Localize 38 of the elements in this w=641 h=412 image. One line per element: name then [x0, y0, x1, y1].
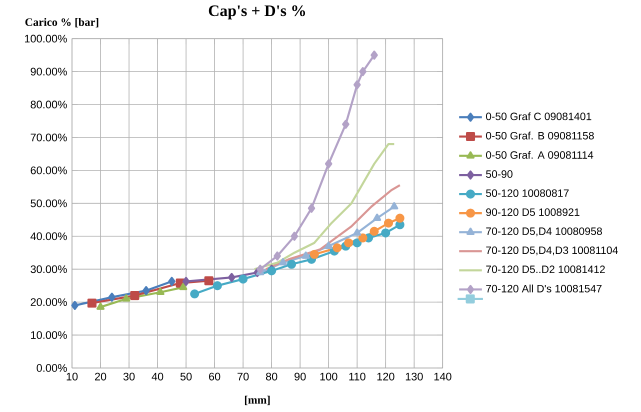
y-tick-label: 100.00%: [24, 34, 67, 43]
x-tick-label: 120: [377, 372, 394, 380]
x-tick-label: 70: [238, 372, 249, 380]
legend-label: 0-50 Graf. A 09081114: [486, 150, 594, 159]
x-tick-label: 30: [123, 372, 135, 380]
y-axis-title: Carico % [bar]: [25, 18, 98, 28]
x-tick-label: 60: [209, 372, 220, 380]
x-tick-label: 10: [66, 372, 78, 380]
chart-title: Cap's + D's %: [208, 5, 306, 20]
legend-label: 70-120 D5..D2 10081412: [486, 266, 605, 274]
x-tick-label: 90: [294, 372, 306, 380]
y-tick-label: 70.00%: [30, 134, 67, 142]
legend-label: 50-90: [486, 170, 512, 178]
x-tick-label: 40: [152, 372, 164, 380]
y-tick-label: 10.00%: [31, 331, 67, 339]
legend-label: 0-50 Graf. B 09081158: [486, 132, 594, 140]
y-tick-label: 50.00%: [30, 199, 67, 208]
y-tick-label: 30.00%: [30, 265, 67, 274]
legend-label: 70-120 D5,D4,D3 10081104: [486, 246, 618, 256]
x-tick-label: 110: [349, 372, 366, 380]
x-axis-title: [mm]: [244, 396, 270, 406]
x-tick-label: 20: [94, 372, 106, 380]
x-tick-label: 140: [434, 372, 452, 380]
legend-label: 50-120 10080817: [486, 189, 569, 197]
y-tick-label: 60.00%: [30, 166, 67, 174]
x-tick-label: 80: [266, 372, 278, 380]
y-tick-label: 0.00%: [36, 364, 67, 372]
y-tick-label: 80.00%: [30, 100, 67, 108]
y-tick-label: 20.00%: [30, 298, 67, 306]
x-tick-label: 130: [406, 372, 423, 380]
y-tick-label: 40.00%: [30, 232, 67, 240]
y-tick-label: 90.00%: [30, 68, 67, 76]
x-tick-label: 50: [180, 372, 192, 380]
legend-label: 70-120 All D's 10081547: [486, 284, 602, 292]
legend-label: 0-50 Graf C 09081401: [486, 112, 592, 120]
x-tick-label: 100: [320, 372, 338, 380]
legend-label: 70-120 D5,D4 10080958: [486, 227, 602, 236]
legend-label: 90-120 D5 1008921: [486, 208, 580, 216]
